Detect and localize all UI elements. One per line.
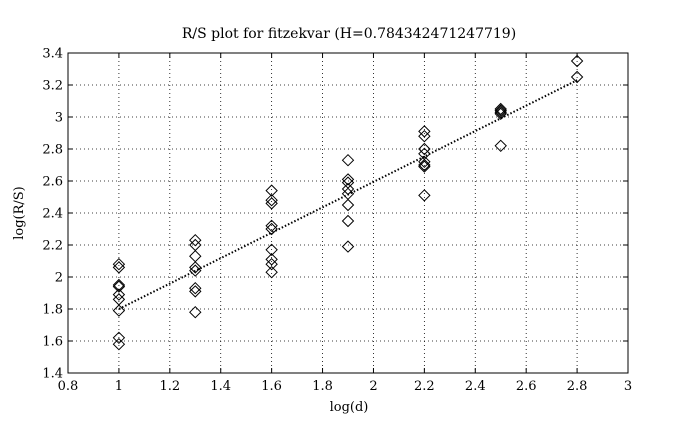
- data-point-marker: [341, 214, 355, 228]
- data-point-marker: [189, 233, 202, 247]
- data-point-marker: [341, 173, 355, 186]
- data-point-marker: [265, 197, 278, 210]
- data-point-marker: [494, 104, 507, 117]
- data-point-marker: [265, 265, 278, 279]
- x-tick-label: 2.4: [465, 379, 486, 394]
- data-point-marker: [189, 249, 202, 263]
- x-tick-label: 3: [624, 379, 632, 394]
- y-tick-label: 3.2: [42, 79, 63, 94]
- data-point-marker: [418, 142, 431, 156]
- x-tick-label: 2: [369, 379, 377, 394]
- x-tick-label: 1: [115, 379, 123, 394]
- data-point-marker: [494, 139, 507, 153]
- data-point-marker: [112, 304, 126, 317]
- data-point-marker: [265, 243, 278, 257]
- data-point-marker: [341, 182, 355, 196]
- data-point-marker: [494, 102, 507, 116]
- data-point-marker: [341, 240, 355, 253]
- data-point-marker: [418, 158, 431, 172]
- data-point-marker: [341, 198, 355, 212]
- y-tick-label: 2.2: [42, 239, 63, 254]
- x-axis-title: log(d): [330, 400, 369, 415]
- data-point-marker: [265, 257, 278, 271]
- data-point-marker: [112, 261, 126, 274]
- data-point-marker: [265, 219, 278, 233]
- data-point-marker: [418, 160, 431, 173]
- x-tick-label: 2.8: [567, 379, 588, 394]
- chart-title: R/S plot for fitzekvar (H=0.784342471247…: [182, 26, 516, 42]
- data-point-marker: [570, 70, 584, 84]
- y-tick-label: 1.8: [42, 303, 63, 318]
- x-tick-label: 2.6: [516, 379, 537, 394]
- y-tick-label: 1.4: [42, 367, 63, 382]
- x-tick-label: 1.2: [159, 379, 180, 394]
- data-point-marker: [112, 280, 126, 293]
- data-point-marker: [494, 107, 507, 121]
- y-tick-label: 2.4: [42, 207, 63, 222]
- y-tick-label: 3: [55, 111, 63, 126]
- x-tick-label: 2.2: [414, 379, 435, 394]
- y-tick-labels: 1.4 1.6 1.8 2 2.2 2.4 2.6 2.8 3 3.2 3.4: [42, 47, 63, 382]
- x-tick-label: 1.8: [312, 379, 333, 394]
- x-tick-labels: 0.8 1 1.2 1.4 1.6 1.8 2 2.2 2.4 2.6 2.8 3: [58, 379, 632, 394]
- data-point-marker: [341, 153, 355, 167]
- x-tick-label: 1.6: [261, 379, 282, 394]
- data-point-marker: [189, 264, 202, 277]
- axis-ticks: [67, 52, 629, 374]
- y-tick-label: 2.6: [42, 175, 63, 190]
- data-point-marker: [265, 184, 278, 197]
- y-tick-label: 2.8: [42, 143, 63, 158]
- data-point-marker: [189, 281, 202, 295]
- data-point-marker: [112, 257, 126, 271]
- data-point-marker: [494, 105, 507, 119]
- data-point-marker: [112, 331, 126, 345]
- data-point-marker: [189, 261, 202, 274]
- x-tick-label: 1.4: [210, 379, 231, 394]
- x-tick-label: 0.8: [58, 379, 79, 394]
- y-tick-label: 2: [55, 271, 63, 286]
- data-point-marker: [189, 305, 202, 319]
- data-point-marker: [418, 189, 431, 202]
- data-point-marker: [189, 285, 202, 298]
- data-points: [112, 54, 584, 351]
- data-point-marker: [112, 278, 126, 292]
- y-tick-label: 1.6: [42, 335, 63, 350]
- data-point-marker: [341, 176, 355, 189]
- y-tick-label: 3.4: [42, 47, 63, 62]
- data-point-marker: [112, 337, 126, 351]
- data-point-marker: [418, 129, 431, 143]
- data-point-marker: [418, 155, 431, 169]
- data-point-marker: [265, 193, 278, 207]
- y-axis-title: log(R/S): [12, 186, 27, 240]
- data-point-marker: [112, 288, 126, 301]
- data-point-marker: [265, 222, 278, 236]
- grid: [68, 53, 628, 373]
- data-point-marker: [265, 253, 278, 266]
- data-point-marker: [418, 125, 431, 138]
- data-point-marker: [570, 54, 584, 68]
